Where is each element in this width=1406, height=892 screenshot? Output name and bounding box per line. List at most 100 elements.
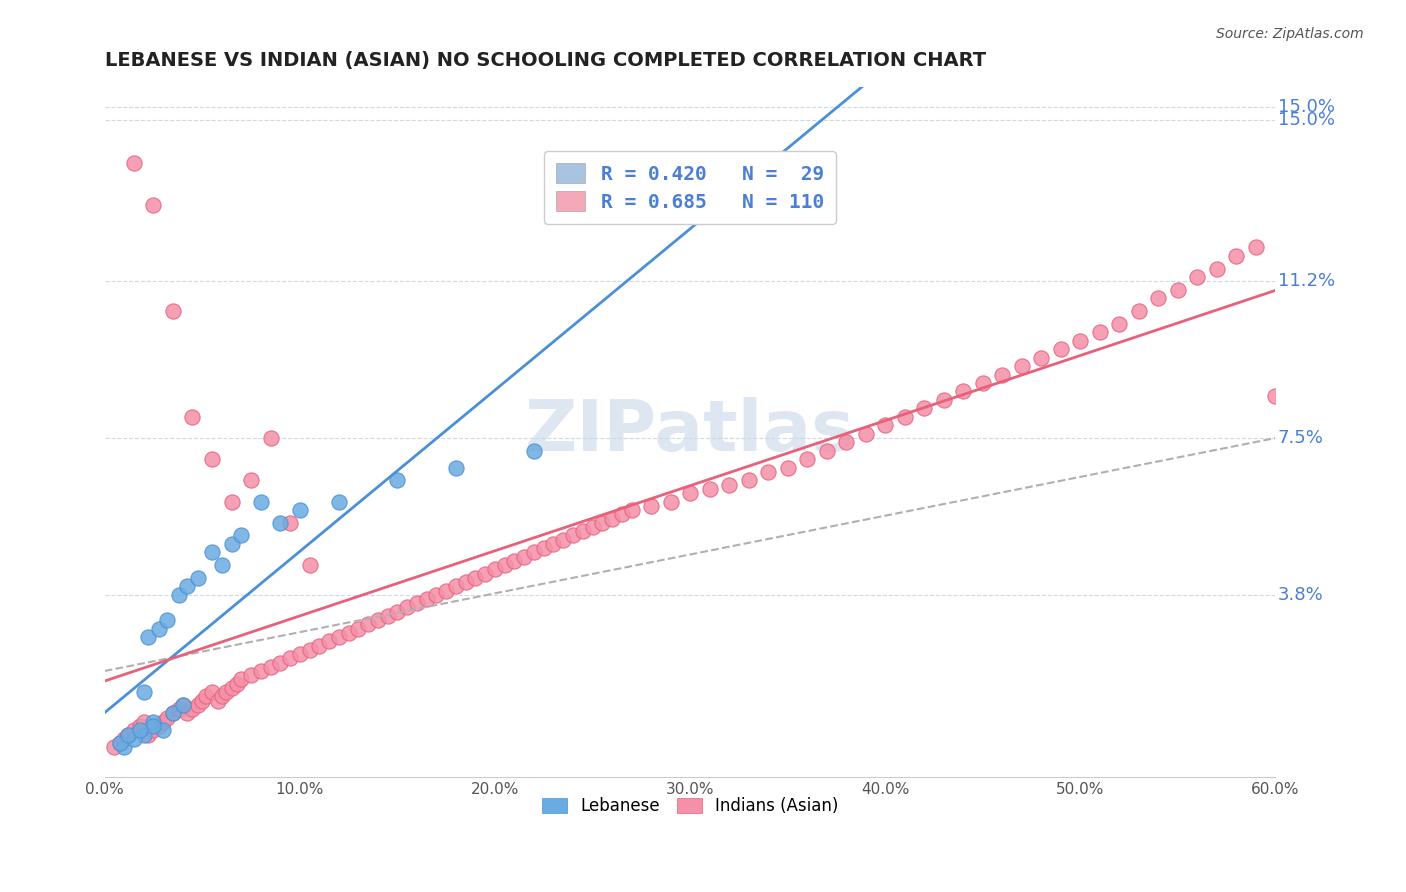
Point: [620, 503, 643, 517]
Point: [718, 477, 741, 491]
Point: [1069, 334, 1091, 348]
Point: [357, 617, 380, 632]
Point: [571, 524, 593, 539]
Point: [835, 435, 858, 450]
Point: [796, 452, 818, 467]
Point: [415, 592, 437, 607]
Point: [328, 630, 350, 644]
Point: [308, 639, 330, 653]
Point: [211, 558, 233, 573]
Point: [875, 418, 897, 433]
Point: [494, 558, 516, 573]
Point: [122, 731, 145, 746]
Point: [298, 558, 321, 573]
Point: [553, 533, 575, 547]
Point: [337, 625, 360, 640]
Point: [152, 723, 174, 738]
Point: [122, 723, 145, 738]
Point: [240, 474, 263, 488]
Point: [148, 622, 170, 636]
Point: [201, 685, 224, 699]
Point: [484, 562, 506, 576]
Point: [132, 685, 155, 699]
Text: 7.5%: 7.5%: [1278, 429, 1323, 447]
Point: [162, 706, 184, 721]
Point: [112, 731, 135, 746]
Point: [503, 554, 526, 568]
Point: [214, 685, 236, 699]
Point: [226, 676, 249, 690]
Point: [117, 727, 139, 741]
Point: [377, 608, 399, 623]
Point: [1128, 304, 1150, 318]
Point: [156, 613, 179, 627]
Point: [893, 409, 915, 424]
Point: [195, 690, 218, 704]
Point: [176, 579, 198, 593]
Point: [259, 659, 281, 673]
Point: [103, 740, 125, 755]
Point: [152, 714, 174, 729]
Point: [387, 474, 409, 488]
Point: [972, 376, 994, 390]
Point: [110, 736, 132, 750]
Point: [172, 698, 194, 712]
Text: LEBANESE VS INDIAN (ASIAN) NO SCHOOLING COMPLETED CORRELATION CHART: LEBANESE VS INDIAN (ASIAN) NO SCHOOLING …: [104, 51, 986, 70]
Point: [513, 549, 536, 564]
Point: [756, 465, 779, 479]
Point: [167, 702, 190, 716]
Point: [249, 494, 271, 508]
Point: [1108, 317, 1130, 331]
Point: [367, 613, 389, 627]
Point: [1088, 325, 1111, 339]
Point: [110, 736, 132, 750]
Point: [142, 714, 165, 729]
Point: [269, 656, 291, 670]
Point: [640, 499, 662, 513]
Point: [176, 706, 198, 721]
Point: [132, 714, 155, 729]
Point: [1206, 261, 1229, 276]
Point: [347, 622, 370, 636]
Point: [815, 443, 838, 458]
Point: [912, 401, 935, 416]
Point: [201, 452, 224, 467]
Point: [932, 392, 955, 407]
Point: [952, 384, 974, 399]
Point: [211, 690, 233, 704]
Point: [1225, 249, 1247, 263]
Text: 15.0%: 15.0%: [1278, 112, 1334, 129]
Point: [249, 664, 271, 678]
Point: [187, 571, 209, 585]
Point: [181, 409, 204, 424]
Point: [1187, 270, 1209, 285]
Point: [318, 634, 340, 648]
Point: [434, 583, 457, 598]
Point: [855, 426, 877, 441]
Point: [464, 571, 486, 585]
Point: [201, 545, 224, 559]
Point: [523, 443, 546, 458]
Point: [699, 482, 721, 496]
Point: [142, 723, 165, 738]
Point: [1049, 342, 1071, 356]
Point: [117, 727, 139, 741]
Point: [562, 528, 585, 542]
Point: [1031, 351, 1053, 365]
Point: [112, 740, 135, 755]
Point: [454, 575, 477, 590]
Point: [543, 537, 565, 551]
Text: ZIPatlas: ZIPatlas: [524, 397, 855, 467]
Point: [444, 460, 467, 475]
Point: [610, 508, 633, 522]
Point: [162, 304, 184, 318]
Point: [221, 681, 243, 695]
Point: [207, 693, 229, 707]
Point: [328, 494, 350, 508]
Point: [288, 647, 311, 661]
Text: Source: ZipAtlas.com: Source: ZipAtlas.com: [1216, 27, 1364, 41]
Point: [167, 588, 190, 602]
Point: [1264, 389, 1286, 403]
Point: [187, 698, 209, 712]
Point: [288, 503, 311, 517]
